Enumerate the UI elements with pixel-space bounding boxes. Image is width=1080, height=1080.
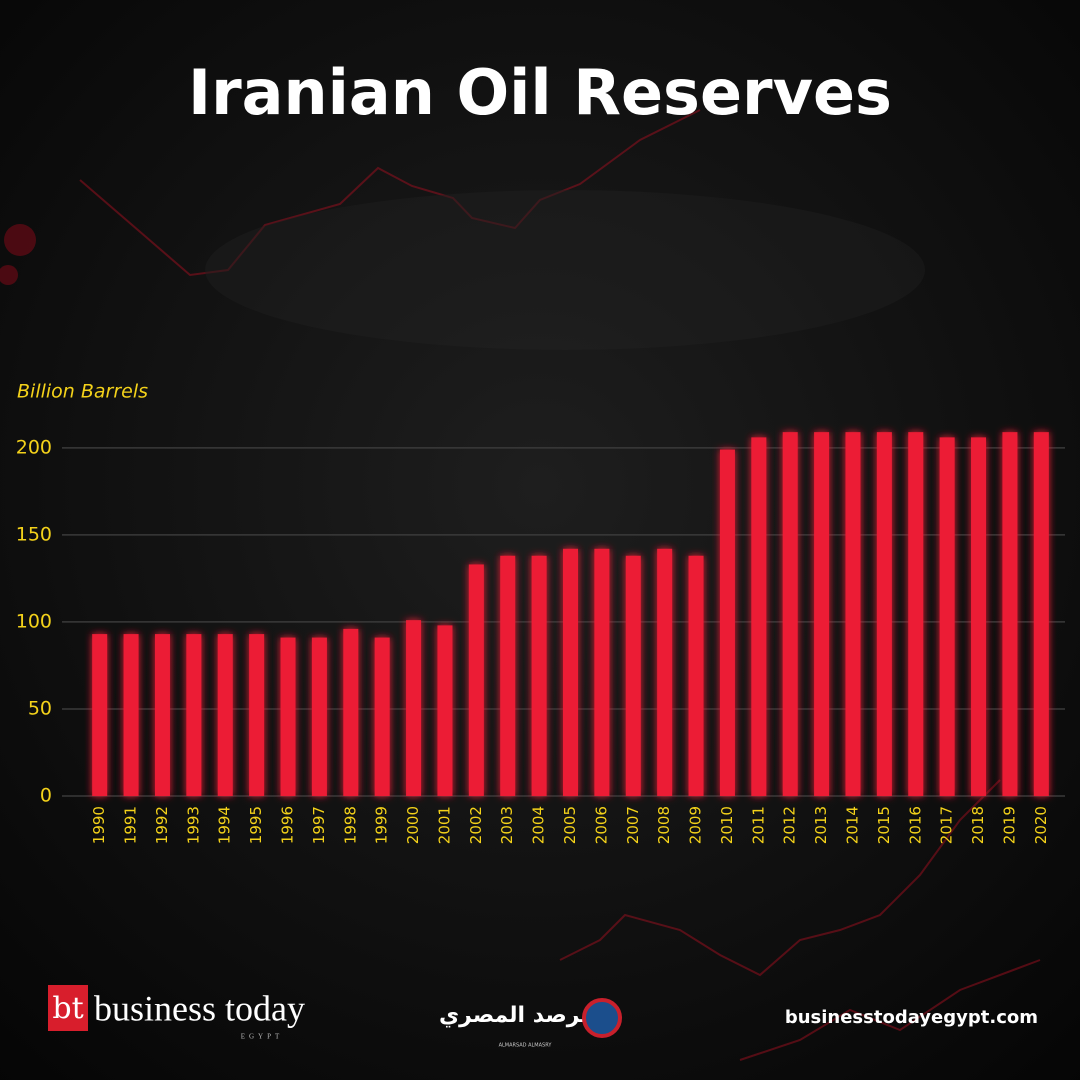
bar [217, 634, 233, 796]
y-tick-label: 50 [28, 697, 52, 719]
plot-area: 0 50 100 150 200 1990 1991 1992 1993 1994 1995 1996… [16, 432, 1065, 844]
url: businesstodayegypt.com [785, 1007, 1038, 1028]
x-tick-label: 2005 [561, 806, 579, 844]
x-tick-label: 1994 [216, 806, 234, 844]
y-tick-label: 200 [16, 436, 52, 458]
x-tick-label: 2006 [592, 806, 610, 844]
y-tick-label: 150 [16, 523, 52, 545]
bar [280, 637, 296, 796]
bar [594, 548, 610, 796]
bar [92, 634, 108, 796]
bar [249, 634, 265, 796]
x-tick-label: 1997 [310, 806, 328, 844]
x-tick-label: 1990 [90, 806, 108, 844]
y-tick-label: 0 [40, 785, 52, 807]
bar [563, 548, 578, 796]
x-tick-label: 1992 [153, 806, 171, 844]
bar [374, 637, 390, 796]
bar [751, 437, 767, 796]
partner-emblem [582, 998, 622, 1038]
x-tick-label: 1993 [184, 806, 202, 844]
y-tick-label: 100 [16, 610, 52, 632]
bar [311, 637, 327, 796]
x-tick-label: 2020 [1032, 806, 1050, 844]
x-tick-label: 2015 [875, 806, 893, 844]
x-tick-label: 2012 [781, 806, 799, 844]
x-tick-label: 2011 [749, 806, 767, 844]
x-tick-label: 2002 [467, 806, 485, 844]
bar [500, 555, 516, 796]
bar [531, 555, 547, 796]
x-tick-label: 1999 [373, 806, 391, 844]
bar [625, 555, 641, 796]
x-tick-label: 2003 [498, 806, 516, 844]
partner-sub: ALMARSAD ALMASRY [499, 1043, 553, 1049]
bar [688, 555, 704, 796]
bar [1033, 432, 1049, 796]
bar [719, 449, 735, 796]
x-tick-label: 2010 [718, 806, 736, 844]
bar [154, 634, 170, 796]
footer: bt business today EGYPT المرصد المصري AL… [48, 985, 1038, 1049]
bar [437, 625, 453, 796]
bar [343, 628, 359, 796]
bar [657, 548, 673, 796]
logo-mark: bt [52, 991, 83, 1026]
x-tick-label: 2017 [938, 806, 956, 844]
chart-title: Iranian Oil Reserves [188, 56, 892, 129]
bar [814, 432, 830, 796]
bar [468, 564, 484, 796]
brand: business today [94, 988, 305, 1028]
x-tick-label: 2016 [906, 806, 924, 844]
x-tick-label: 1996 [279, 806, 297, 844]
x-tick-label: 2007 [624, 806, 642, 844]
background-decoration [0, 109, 1041, 1061]
y-axis-label: Billion Barrels [17, 381, 148, 403]
x-tick-label: 1991 [122, 806, 140, 844]
x-tick-label: 2001 [435, 806, 453, 844]
bar [123, 634, 139, 796]
x-tick-label: 2018 [969, 806, 987, 844]
x-tick-label: 1998 [341, 806, 359, 844]
bar [845, 432, 861, 796]
bar [971, 437, 987, 796]
logo-box [48, 985, 88, 1031]
x-tick-label: 2013 [812, 806, 830, 844]
bar [939, 437, 955, 796]
bar [876, 432, 892, 796]
x-tick-label: 2014 [843, 806, 861, 844]
bar [908, 432, 924, 796]
x-tick-label: 1995 [247, 806, 265, 844]
x-tick-label: 2000 [404, 806, 422, 844]
x-tick-label: 2008 [655, 806, 673, 844]
x-tick-label: 2009 [687, 806, 705, 844]
bar [186, 634, 202, 796]
x-tick-label: 2019 [1000, 806, 1018, 844]
bar [782, 432, 798, 796]
bar [406, 620, 422, 796]
bar [1002, 432, 1018, 796]
x-tick-label: 2004 [530, 806, 548, 844]
brand-sub: EGYPT [241, 1033, 284, 1041]
